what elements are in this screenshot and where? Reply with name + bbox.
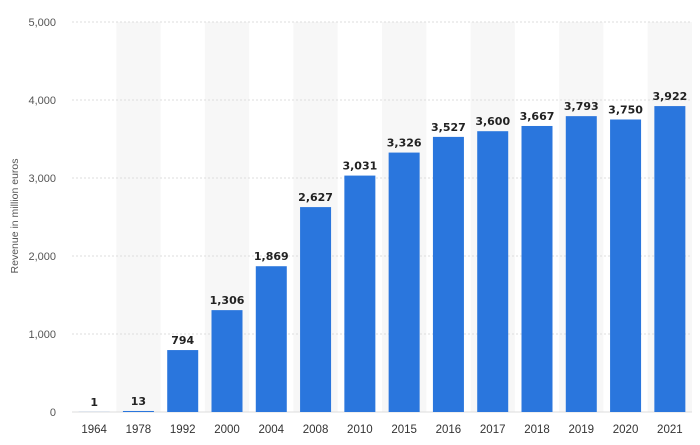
data-label-2020: 3,750: [608, 104, 643, 117]
x-tick-label-1978: 1978: [126, 424, 152, 436]
bar-2016: [432, 136, 464, 413]
bar-2019: [565, 116, 597, 412]
background-band: [116, 22, 161, 412]
y-tick-label: 3,000: [28, 173, 56, 185]
bars: [78, 106, 686, 413]
bar-2015: [388, 152, 420, 412]
x-tick-label-2021: 2021: [657, 424, 683, 436]
y-tick-label: 0: [50, 407, 56, 419]
data-label-2019: 3,793: [564, 100, 599, 113]
x-tick-label-2000: 2000: [214, 424, 240, 436]
bar-2010: [344, 175, 376, 412]
x-tick-label-2004: 2004: [258, 424, 284, 436]
data-label-2018: 3,667: [520, 110, 555, 123]
y-axis-ticks: 0 1,000 2,000 3,000 4,000 5,000: [28, 17, 56, 419]
data-label-2010: 3,031: [342, 160, 377, 173]
x-tick-label-2015: 2015: [391, 424, 417, 436]
x-tick-label-2010: 2010: [347, 424, 373, 436]
data-labels: 1 13 794 1,306 1,869 2,627 3,031 3,326 3,527 3,60…: [90, 90, 687, 409]
bar-1992: [167, 350, 199, 412]
data-label-2008: 2,627: [298, 191, 333, 204]
data-label-2017: 3,600: [475, 115, 510, 128]
data-label-2000: 1,306: [210, 294, 245, 307]
x-tick-label-2020: 2020: [613, 424, 639, 436]
y-tick-label: 1,000: [28, 329, 56, 341]
x-tick-label-2018: 2018: [524, 424, 550, 436]
y-axis-title: Revenue in million euros: [9, 159, 21, 274]
data-label-2015: 3,326: [387, 137, 422, 150]
x-tick-label-2017: 2017: [480, 424, 506, 436]
x-axis-ticks: 1964 1978 1992 2000 2004 2008 2010 2015 2016 2017…: [81, 424, 682, 436]
y-tick-label: 2,000: [28, 251, 56, 263]
x-tick-label-2008: 2008: [303, 424, 329, 436]
x-tick-label-1964: 1964: [81, 424, 107, 436]
data-label-2021: 3,922: [652, 90, 687, 103]
bar-2008: [300, 207, 332, 412]
x-tick-label-1992: 1992: [170, 424, 196, 436]
x-tick-label-2016: 2016: [436, 424, 462, 436]
bar-2017: [477, 131, 509, 412]
y-tick-label: 5,000: [28, 17, 56, 29]
y-tick-label: 4,000: [28, 95, 56, 107]
data-label-1992: 794: [171, 334, 194, 347]
bar-2004: [255, 266, 287, 412]
bar-1978: [122, 410, 154, 412]
x-tick-label-2019: 2019: [568, 424, 594, 436]
data-label-2004: 1,869: [254, 250, 289, 263]
bar-2020: [610, 119, 642, 412]
bar-2000: [211, 310, 243, 412]
data-label-2016: 3,527: [431, 121, 466, 134]
bar-2021: [654, 106, 686, 413]
bar-2018: [521, 125, 553, 412]
data-label-1964: 1: [90, 396, 98, 409]
data-label-1978: 13: [131, 395, 146, 408]
